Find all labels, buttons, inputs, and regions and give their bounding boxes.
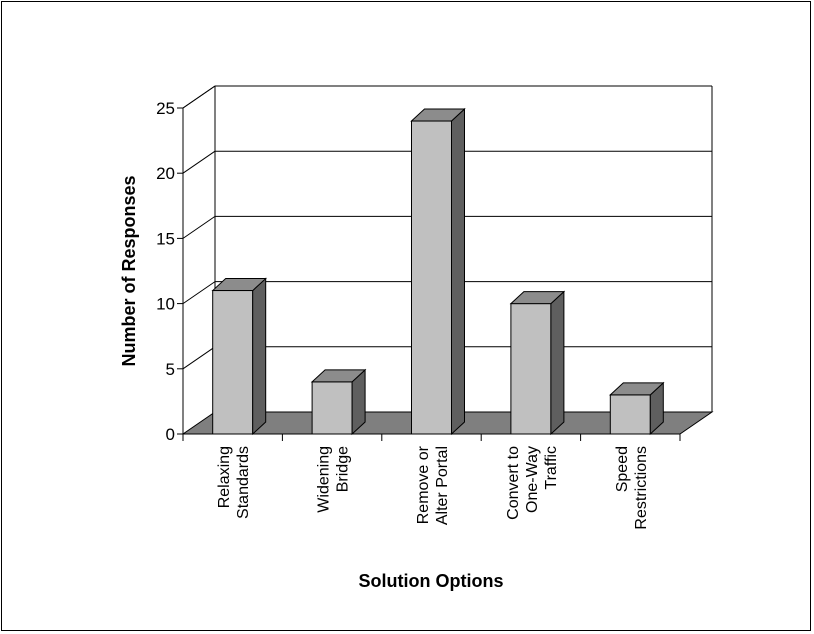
- x-category-label: Alter Portal: [434, 446, 451, 525]
- bar: [311, 381, 353, 435]
- y-tick-label: 10: [156, 295, 175, 314]
- x-category-label: Convert to: [505, 446, 522, 520]
- x-category-label: Speed: [614, 446, 631, 492]
- x-category-label: Standards: [235, 446, 252, 519]
- y-tick-label: 25: [156, 99, 175, 118]
- y-axis-title: Number of Responses: [119, 175, 139, 366]
- x-axis-title: Solution Options: [359, 571, 504, 591]
- x-category-label: Remove or: [415, 445, 432, 524]
- gridline-side: [182, 150, 216, 174]
- x-category-label: Bridge: [335, 446, 352, 492]
- gridline-side: [182, 346, 216, 370]
- x-category-label: One-Way: [524, 446, 541, 513]
- bar: [411, 120, 452, 435]
- gridline-side: [182, 281, 216, 305]
- y-tick-label: 15: [156, 229, 175, 248]
- bar: [212, 290, 254, 435]
- x-category-label: Widening: [316, 446, 333, 513]
- y-tick-label: 5: [166, 360, 175, 379]
- bar-top: [211, 278, 267, 292]
- gridline-side: [182, 85, 216, 109]
- x-category-label: Relaxing: [216, 446, 233, 508]
- x-category-label: Traffic: [543, 446, 560, 490]
- bar-top: [410, 108, 466, 122]
- bar-top: [509, 291, 566, 305]
- bar-side: [550, 290, 565, 436]
- bar-side: [451, 107, 465, 436]
- bar: [609, 394, 651, 435]
- gridline-side: [182, 215, 216, 239]
- y-tick-label: 0: [166, 425, 175, 444]
- bar-side: [252, 277, 267, 436]
- bar: [510, 303, 552, 435]
- bar-top: [310, 369, 367, 383]
- x-category-label: Restrictions: [633, 446, 650, 530]
- y-tick-label: 20: [156, 164, 175, 183]
- bar-top: [609, 382, 665, 396]
